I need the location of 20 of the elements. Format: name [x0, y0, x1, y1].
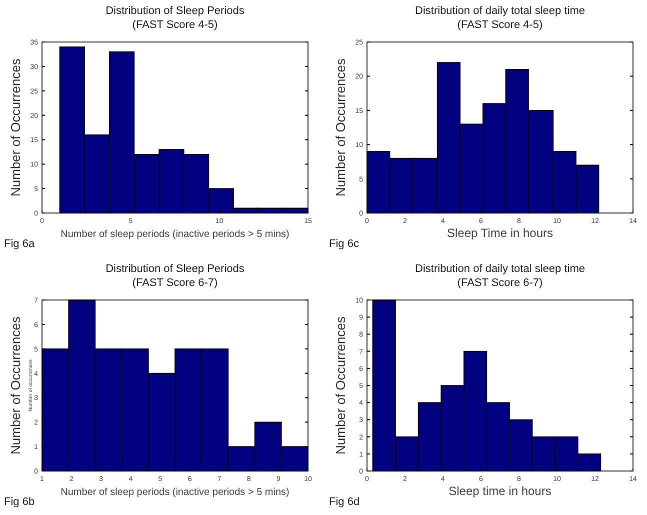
y-axis-title: Number of Occurrences [333, 58, 348, 196]
caption: Fig 6d [329, 496, 360, 508]
chart-title: Distribution of Sleep Periods [106, 5, 245, 17]
chart-title: Distribution of daily total sleep time [415, 263, 585, 275]
chart-title: Distribution of Sleep Periods [106, 263, 245, 275]
y-axis-title: Number of Occurrences [8, 58, 23, 196]
y-axis-title: Number of Occurrences [333, 316, 348, 454]
x-axis-title: Sleep Time in hours [446, 226, 554, 240]
x-axis-title: Sleep time in hours [448, 484, 552, 498]
caption: Fig 6b [4, 496, 35, 508]
chart-subtitle: (FAST Score 6-7) [457, 277, 543, 289]
caption: Fig 6a [4, 238, 36, 250]
chart-subtitle: (FAST Score 4-5) [132, 19, 218, 31]
chart-title: Distribution of daily total sleep time [415, 5, 585, 17]
chart-subtitle: (FAST Score 4-5) [457, 19, 543, 31]
chart-subtitle: (FAST Score 6-7) [132, 277, 218, 289]
x-axis-title: Number of sleep periods (inactive periods > 5 mins) [60, 487, 290, 498]
y-axis-title: Number of Occurrences [8, 316, 23, 454]
x-axis-title: Number of sleep periods (inactive periods > 5 mins) [60, 229, 290, 240]
caption: Fig 6c [329, 238, 360, 250]
